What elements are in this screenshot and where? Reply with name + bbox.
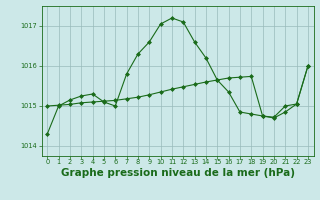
X-axis label: Graphe pression niveau de la mer (hPa): Graphe pression niveau de la mer (hPa) [60,168,295,178]
